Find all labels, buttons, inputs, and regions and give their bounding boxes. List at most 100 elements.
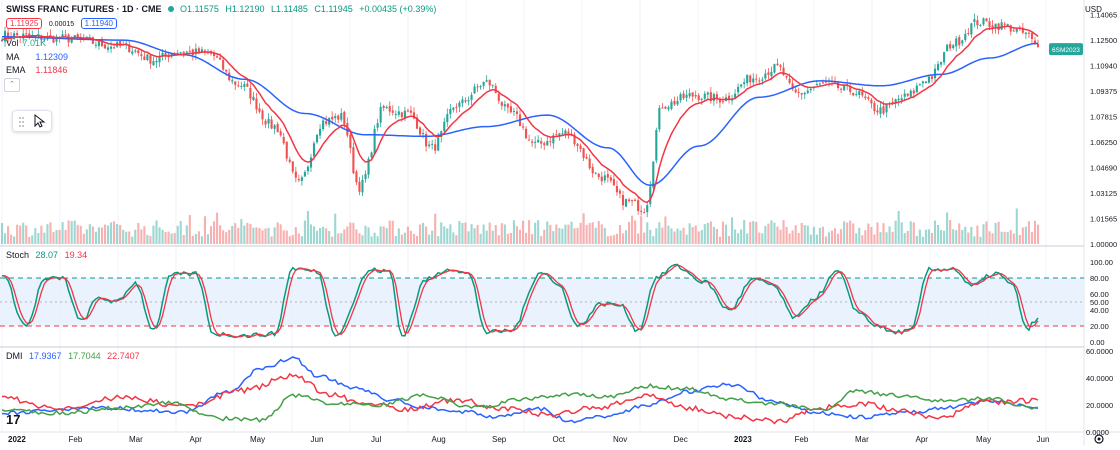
candle-body (746, 74, 749, 84)
volume-bar (412, 233, 416, 244)
volume-bar (294, 227, 297, 244)
header-legend: SWISS FRANC FUTURES · 1D · CME O1.11575 … (6, 4, 440, 14)
volume-bar (791, 230, 794, 244)
drawing-toolbox[interactable] (12, 110, 52, 132)
volume-bar (782, 220, 785, 244)
candle-body (370, 152, 373, 158)
volume-bar (331, 236, 334, 244)
candle-body (918, 84, 921, 86)
volume-bar (491, 230, 494, 244)
volume-bar (682, 227, 685, 244)
volume-bar (864, 230, 867, 244)
volume-bar (52, 232, 55, 244)
volume-bar (721, 221, 725, 244)
dmi-plus-line (1, 356, 1039, 424)
candle-body (940, 62, 943, 65)
time-tick-label: Jun (1037, 435, 1050, 444)
volume-bar (624, 230, 628, 244)
candle-body (755, 78, 758, 80)
currency-label[interactable]: USD (1085, 5, 1102, 14)
price-tick-label: 1.00000 (1090, 240, 1117, 249)
volume-bar (352, 222, 355, 244)
candle-body (764, 73, 767, 79)
volume-bar (391, 220, 394, 244)
candle-body (391, 110, 394, 113)
volume-bar (606, 236, 609, 244)
candle-body (991, 25, 994, 29)
volume-bar (618, 225, 622, 244)
candle-body (428, 144, 431, 147)
volume-bar (955, 230, 958, 244)
volume-bar (627, 221, 631, 244)
volume-bar (943, 230, 946, 244)
volume-bar (997, 221, 1000, 244)
volume-bar (3, 233, 7, 244)
candle-body (1021, 27, 1024, 33)
volume-bar (364, 225, 367, 244)
candle-body (670, 101, 673, 109)
candle-body (491, 84, 494, 86)
buy-button[interactable]: 1.11940 (80, 18, 117, 29)
candle-body (400, 112, 403, 118)
candle-body (358, 181, 361, 192)
candle-body (552, 135, 555, 144)
ma-line (2, 36, 1039, 187)
candle-body (488, 79, 491, 86)
dmi-legend: DMI 17.9367 17.7044 22.7407 (6, 351, 144, 361)
volume-bar (594, 227, 597, 244)
volume-bar (185, 225, 188, 244)
volume-bar (1018, 234, 1021, 244)
candle-body (964, 33, 967, 41)
ma-legend[interactable]: MA 1.12309 (6, 52, 72, 62)
tradingview-logo[interactable]: 17 (6, 412, 21, 427)
candle-body (134, 50, 137, 52)
sell-button[interactable]: 1.11925 (6, 18, 43, 29)
volume-bar (322, 226, 325, 244)
volume-bar (946, 212, 949, 244)
volume-bar (476, 224, 479, 244)
ema-legend[interactable]: EMA 1.11846 (6, 65, 71, 75)
candle-body (909, 90, 912, 97)
volume-bar (91, 226, 94, 244)
candle-body (161, 53, 164, 57)
volume-bar (382, 226, 385, 244)
candle-body (443, 121, 446, 132)
volume-bar (730, 217, 734, 244)
candle-body (497, 93, 500, 101)
volume-bar (309, 224, 313, 244)
candle-body (188, 50, 191, 52)
candle-body (649, 186, 652, 205)
candle-body (715, 94, 718, 99)
settings-gear-icon[interactable] (1093, 432, 1105, 444)
volume-bar (600, 224, 603, 244)
volume-bar (637, 233, 640, 244)
candle-body (470, 94, 473, 100)
candle-body (924, 81, 927, 84)
volume-bar (870, 226, 873, 244)
volume-bar (691, 227, 694, 244)
candle-body (727, 95, 731, 101)
candle-body (285, 141, 288, 159)
volume-bar (191, 235, 194, 244)
volume-bar (376, 236, 379, 244)
volume-bar (1012, 233, 1015, 244)
volume-bar (397, 228, 400, 244)
volume-bar (497, 235, 500, 244)
candle-body (946, 44, 949, 52)
volume-bar (537, 220, 540, 244)
candle-body (361, 179, 364, 193)
candle-body (933, 68, 937, 79)
volume-bar (543, 229, 546, 244)
time-tick-label: 2022 (8, 435, 26, 444)
collapse-legend-button[interactable]: ⌃ (4, 78, 20, 92)
candle-body (694, 95, 697, 97)
volume-bar (40, 225, 43, 244)
volume-bar (428, 234, 431, 244)
volume-bar (249, 223, 252, 244)
candle-body (179, 52, 182, 54)
candle-body (967, 33, 970, 35)
volume-bar (488, 222, 491, 244)
volume-bar (464, 222, 467, 244)
time-tick-label: May (976, 435, 991, 444)
